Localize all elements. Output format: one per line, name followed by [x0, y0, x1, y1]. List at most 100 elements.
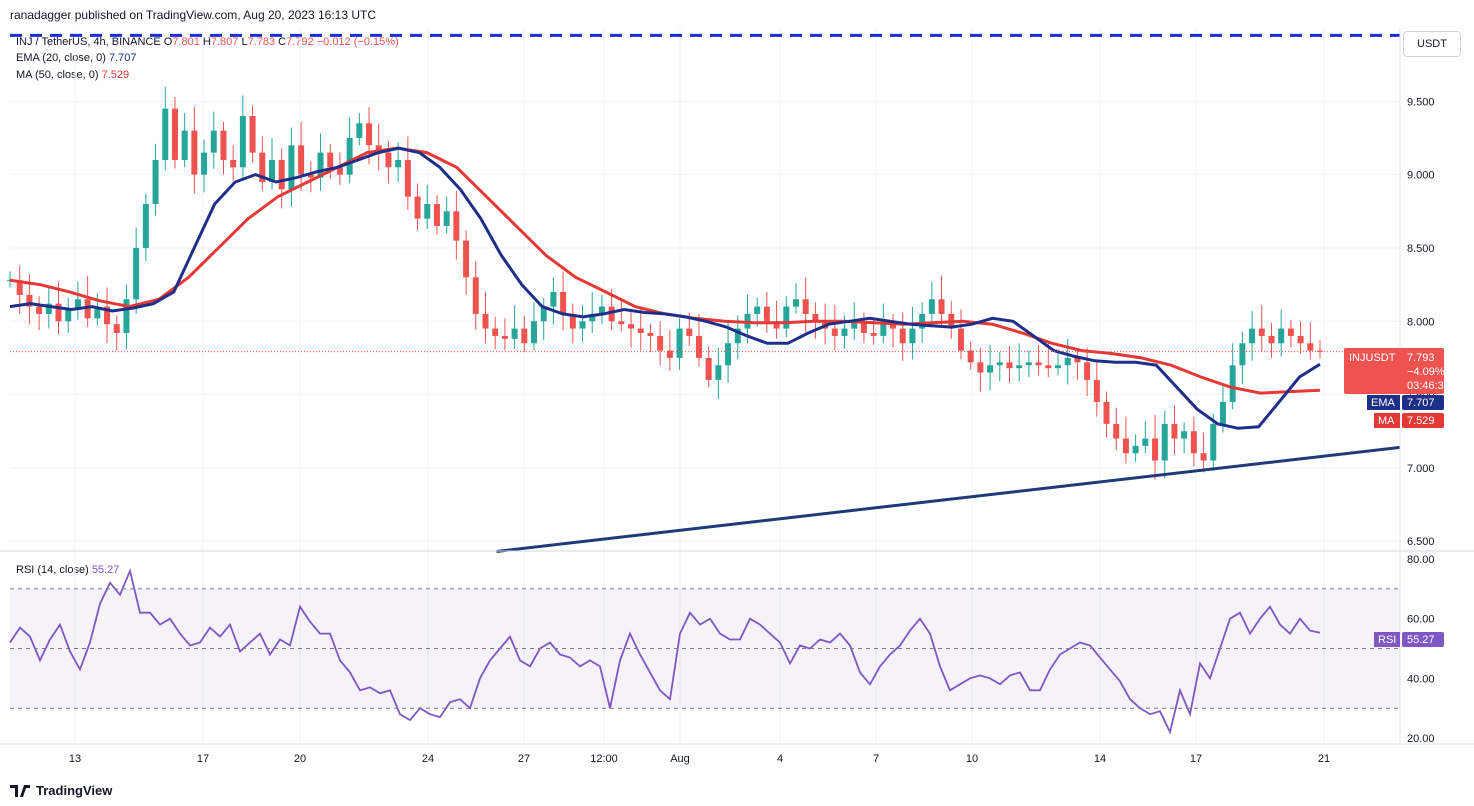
candle-body: [74, 299, 81, 310]
candle-body: [977, 362, 984, 373]
candle-body: [1190, 431, 1197, 454]
candle-body: [657, 335, 664, 351]
price-tick-3: 8.000: [1407, 316, 1435, 328]
time-label-5: 12:00: [590, 753, 618, 765]
candle-body: [1171, 423, 1178, 439]
symbol-legend: INJ / TetherUS, 4h, BINANCE O7.801 H7.80…: [16, 36, 399, 48]
candle-body: [36, 306, 43, 314]
time-label-12: 21: [1318, 753, 1330, 765]
candle-body: [899, 328, 906, 344]
time-label-6: Aug: [670, 753, 690, 765]
candle-body: [579, 321, 586, 329]
candle-body: [1045, 365, 1052, 369]
legend-h-label: H: [202, 36, 211, 48]
last-price-symbol: INJUSDT: [1349, 352, 1396, 364]
rsi-legend-value: 55.27: [91, 564, 120, 576]
candle-body: [967, 350, 974, 363]
candle-body: [327, 152, 334, 168]
time-label-4: 27: [518, 753, 530, 765]
candle-body: [1122, 438, 1129, 454]
candle-body: [1287, 328, 1294, 336]
candle-body: [511, 328, 518, 339]
candle-body: [1249, 328, 1256, 344]
candle-body: [1074, 357, 1081, 363]
candle-body: [142, 203, 149, 248]
candle-body: [938, 299, 945, 314]
candle-body: [55, 303, 62, 322]
candle-body: [831, 328, 838, 336]
candle-body: [860, 321, 867, 333]
rsi-legend: RSI (14, close) 55.27: [16, 564, 119, 576]
candle-body: [404, 159, 411, 197]
rsi-legend-label: RSI (14, close): [16, 564, 89, 576]
candle-body: [647, 332, 654, 336]
candle-body: [637, 328, 644, 333]
candle-body: [1229, 365, 1236, 402]
candle-body: [1297, 335, 1304, 344]
candle-body: [433, 203, 440, 226]
candle-body: [715, 365, 722, 380]
candle-body: [366, 123, 373, 146]
tradingview-logo[interactable]: TradingView: [10, 783, 112, 798]
time-label-7: 4: [777, 753, 783, 765]
time-label-11: 17: [1190, 753, 1202, 765]
candle-body: [870, 332, 877, 336]
candle-body: [1268, 335, 1275, 344]
time-label-9: 10: [966, 753, 978, 765]
candle-body: [1142, 438, 1149, 446]
candle-body: [851, 321, 858, 329]
candle-body: [608, 306, 615, 322]
rsi-tag-label: RSI: [1378, 634, 1396, 646]
price-tick-0: 9.500: [1407, 96, 1435, 108]
rsi-axis-ticks: 80.00 60.00 40.00 20.00: [1407, 554, 1435, 745]
ema-line: [9, 146, 1321, 430]
candle-body: [569, 313, 576, 329]
ma-legend: MA (50, close, 0) 7.529: [16, 69, 129, 81]
candle-body: [793, 299, 799, 307]
candle-body: [472, 277, 479, 314]
candle-body: [909, 328, 916, 344]
candle-body: [725, 343, 732, 366]
ma-legend-value: 7.529: [101, 69, 130, 81]
candle-body: [734, 328, 741, 344]
candle-body: [482, 313, 489, 329]
candle-body: [550, 291, 557, 307]
candle-body: [996, 362, 1003, 366]
candle-body: [113, 324, 120, 333]
candle-body: [666, 350, 673, 358]
candle-body: [628, 324, 635, 329]
last-price-change: −4.09%: [1407, 366, 1445, 378]
ema-legend-label: EMA (20, close, 0): [16, 52, 106, 64]
currency-selector[interactable]: USDT: [1403, 31, 1461, 57]
candle-body: [249, 115, 256, 153]
candle-body: [453, 211, 460, 241]
candle-body: [812, 313, 819, 322]
candle-body: [1113, 423, 1120, 439]
candle-body: [501, 335, 508, 339]
legend-c-label: C: [278, 36, 287, 48]
ema-legend: EMA (20, close, 0) 7.707: [16, 52, 136, 64]
ma-legend-label: MA (50, close, 0): [16, 69, 99, 81]
time-label-3: 24: [422, 753, 434, 765]
candle-body: [1132, 445, 1139, 454]
candle-body: [210, 130, 217, 153]
candle-body: [385, 152, 392, 168]
trendline: [496, 445, 1401, 553]
candle-body: [928, 299, 935, 314]
candle-body: [957, 328, 964, 351]
candle-body: [307, 174, 314, 178]
candle-body: [783, 306, 790, 329]
tradingview-icon: [10, 784, 30, 797]
candle-body: [181, 130, 188, 160]
ema-tag: EMA 7.707: [1367, 395, 1444, 410]
candle-body: [317, 152, 324, 178]
candle-body: [1016, 365, 1023, 369]
candle-body: [531, 321, 537, 344]
candle-body: [1258, 328, 1265, 336]
candle-body: [201, 152, 208, 175]
candle-body: [492, 328, 499, 336]
candle-body: [288, 145, 295, 190]
candle-body: [298, 145, 305, 175]
legend-change: −0.012 (−0.15%): [316, 36, 399, 48]
